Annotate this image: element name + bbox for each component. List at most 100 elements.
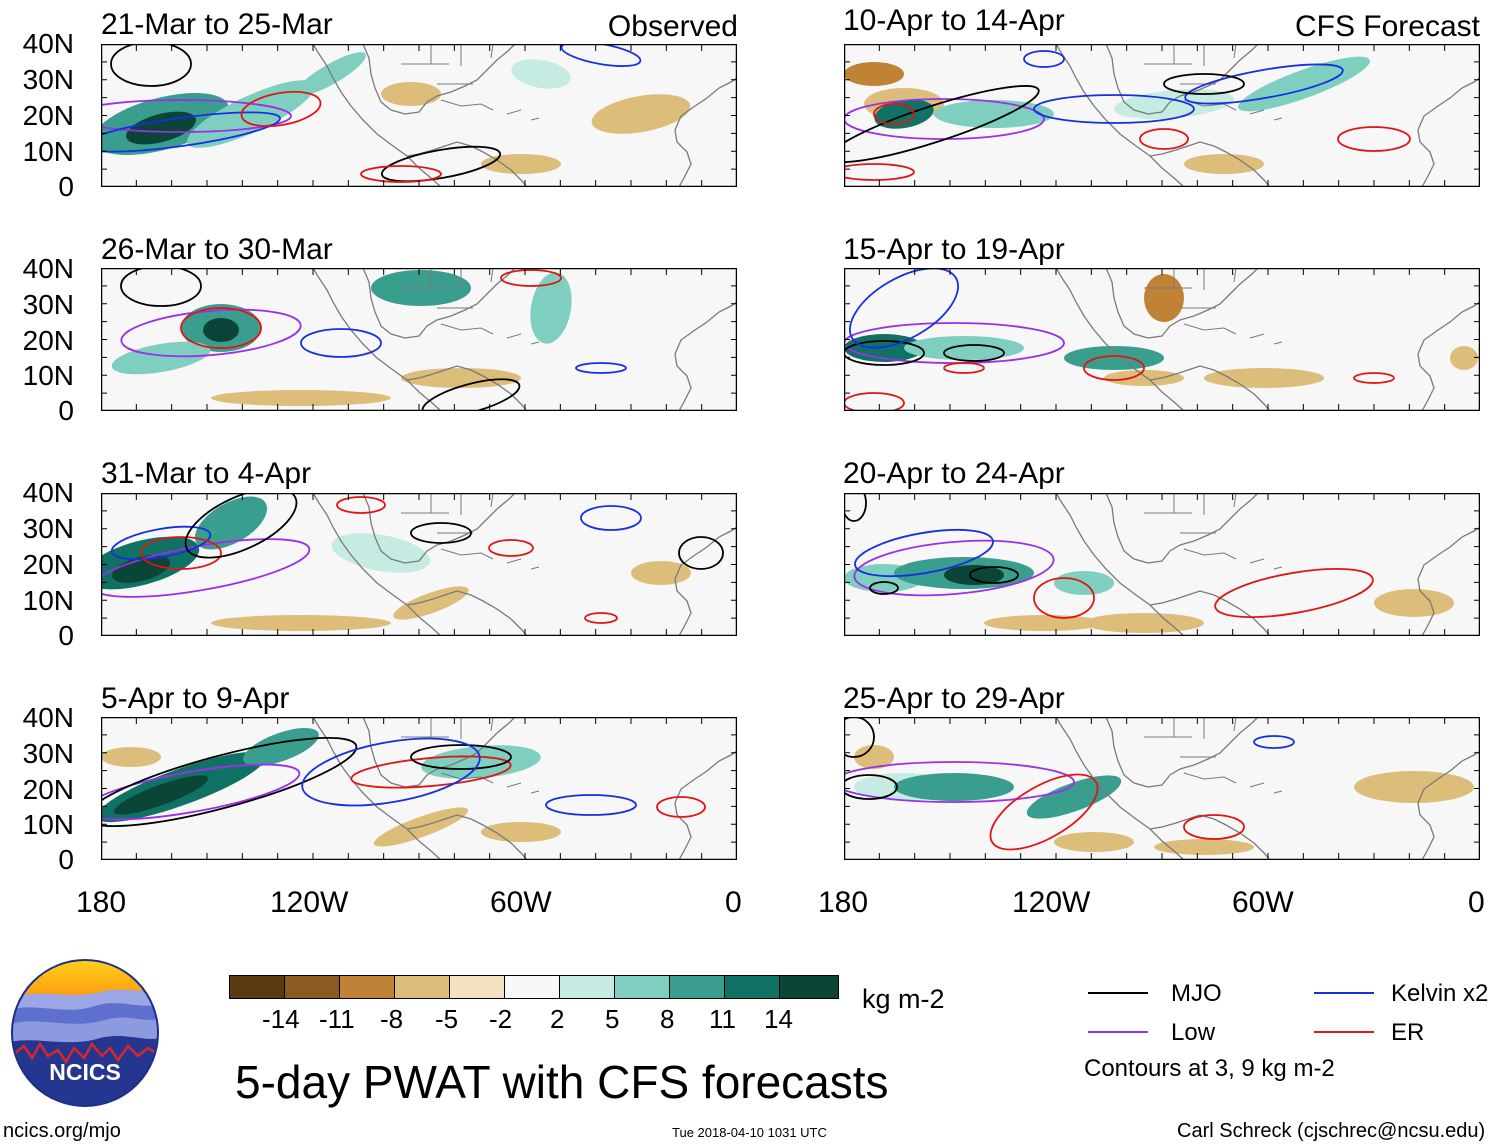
map-panel-1 [101,44,737,187]
map-canvas [101,717,737,860]
lat-label: 40N [22,702,74,733]
map-frame [101,44,737,187]
colorbar-swatch [779,975,839,999]
coastline [1055,44,1480,187]
coastline [312,717,737,860]
kelvin-contour [849,268,959,349]
er-contour [1337,126,1411,152]
colorbar-swatch [614,975,674,999]
pwat-anomaly-shade [1104,370,1184,386]
map-canvas [844,44,1480,187]
kelvin-contour [110,525,212,561]
state-borders [401,493,540,570]
state-borders [1144,44,1283,121]
panel-title-2: 26-Mar to 30-Mar [101,233,333,266]
mjo-contour [844,493,867,522]
pwat-anomaly-shade [126,111,196,145]
er-contour [500,269,562,287]
lat-label: 0 [58,171,74,202]
pwat-anomaly-shade [393,586,469,620]
pwat-anomaly-shade [1084,613,1204,633]
er-contour [989,773,1099,851]
pwat-anomaly-shade [381,82,441,106]
er-contour [844,392,905,411]
footer-timestamp: Tue 2018-04-10 1031 UTC [672,1125,827,1140]
state-borders [401,44,540,121]
colorbar-label: 11 [709,1004,736,1034]
map-panel-4 [101,717,737,860]
colorbar-swatch [229,975,289,999]
pwat-anomaly-shade [984,615,1104,631]
colorbar-swatch [284,975,344,999]
pwat-anomaly-shade [1154,839,1254,855]
lat-label: 30N [22,64,74,95]
lat-label: 0 [58,620,74,651]
er-contour [360,165,442,183]
map-panel-2 [101,268,737,411]
mjo-contour [844,85,1040,163]
lon-label: 0 [1468,886,1485,919]
kelvin-contour [1253,735,1295,749]
map-panel-3 [101,493,737,636]
mjo-contour [110,44,192,87]
colorbar-label: 5 [605,1004,620,1034]
footer-url[interactable]: ncics.org/mjo [3,1120,121,1142]
lat-label: 30N [22,513,74,544]
pwat-anomaly-shade [904,336,1024,360]
pwat-anomaly-shade [1064,346,1164,370]
pwat-anomaly-shade [243,728,319,766]
pwat-anomaly-shade [101,747,161,767]
mjo-contour [844,340,925,366]
coastline [1055,268,1480,411]
kelvin-contour [300,328,382,358]
er-contour [1033,577,1095,619]
pwat-anomaly-shade [481,154,561,174]
pwat-anomaly-shade [211,615,391,631]
colorbar-label: -8 [380,1004,404,1034]
pwat-anomaly-shade [1354,771,1474,803]
map-panel-5 [844,44,1480,187]
er-contour [180,307,262,349]
colorbar-units: kg m-2 [862,984,945,1014]
low-contour [120,308,302,358]
pwat-anomaly-shade [854,745,894,769]
ncics-logo: NCICS [10,958,160,1108]
mjo-contour [969,566,1019,584]
colorbar-swatch [449,975,509,999]
colorbar-swatch [559,975,619,999]
er-contour [943,362,985,374]
pwat-anomaly-shade [944,565,1004,585]
lat-label: 10N [22,136,74,167]
map-canvas [101,44,737,187]
pwat-anomaly-shade [1204,368,1324,388]
map-canvas [844,717,1480,860]
er-contour [844,163,915,181]
pwat-anomaly-shade [194,496,268,550]
mjo-contour [410,744,512,770]
lat-label: 20N [22,100,74,131]
state-borders [1144,493,1283,570]
low-contour [853,539,1055,597]
map-frame [101,268,737,411]
er-contour [336,496,386,514]
er-contour [584,612,618,624]
coastline [312,268,737,411]
lat-label: 40N [22,477,74,508]
footer-credit: Carl Schreck (cjschrec@ncsu.edu) [1177,1120,1486,1142]
er-contour [1083,355,1145,381]
panel-title-5: 10-Apr to 14-Apr [843,4,1065,37]
lon-label: 60W [490,886,552,919]
lon-label: 120W [1012,886,1091,919]
pwat-anomaly-shade [591,94,691,134]
map-canvas [101,493,737,636]
axis-ticks [101,493,737,636]
legend-note: Contours at 3, 9 kg m-2 [1084,1055,1335,1082]
colorbar-label: -2 [489,1004,513,1034]
coastline [312,44,737,187]
er-contour [1139,128,1189,150]
colorbar-label: 2 [550,1004,565,1034]
colorbar-swatch [394,975,454,999]
legend-line-er [1314,1031,1374,1033]
pwat-anomaly-shade [211,390,391,406]
colorbar-label: -11 [319,1004,355,1034]
